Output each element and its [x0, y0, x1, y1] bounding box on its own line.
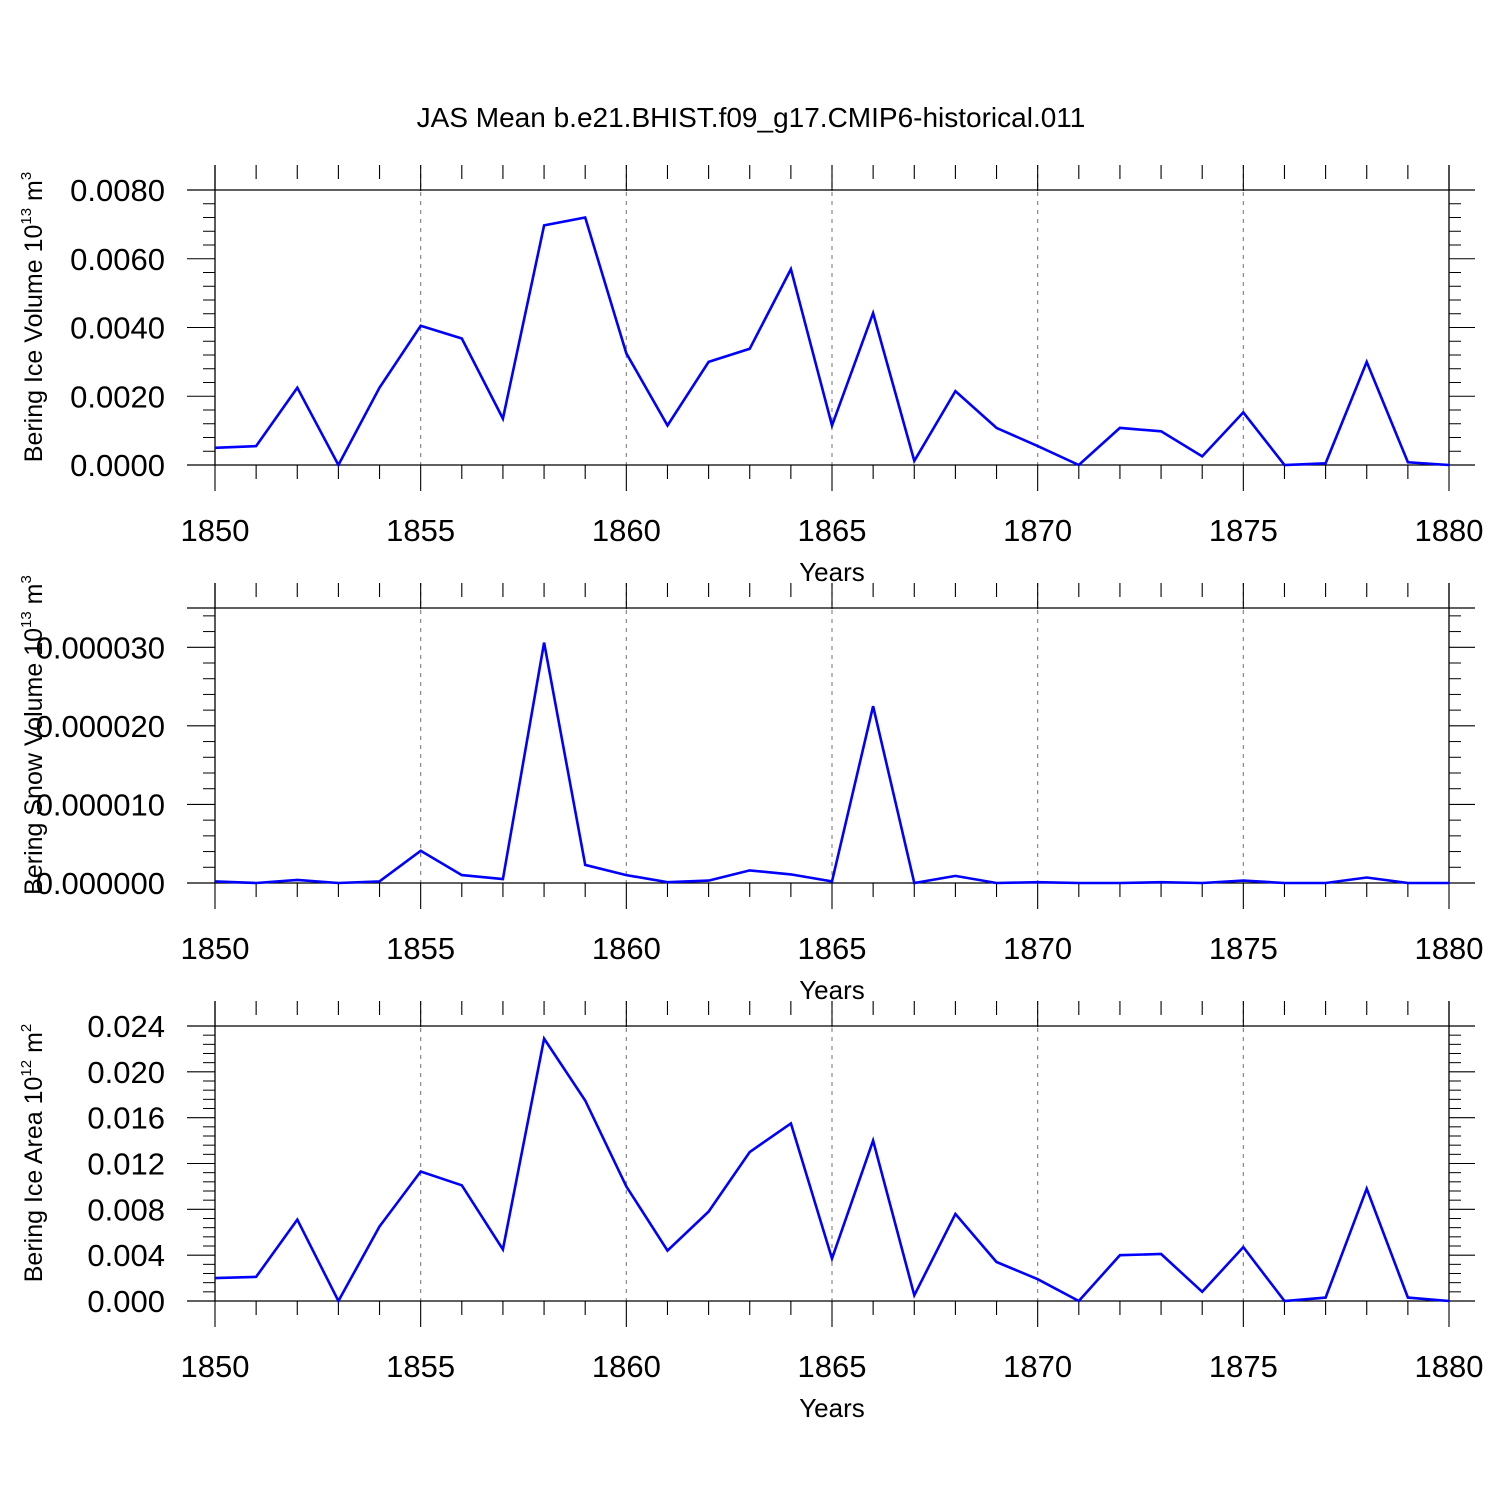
x-tick-label: 1870: [1003, 1349, 1072, 1384]
x-tick-label: 1865: [798, 1349, 867, 1384]
y-axis-label: Bering Ice Volume 1013 m3: [18, 172, 48, 462]
x-tick-label: 1875: [1209, 1349, 1278, 1384]
chart-panel-2: 0.000000 0.000010 0.000020 0.000030 1850 1855…: [18, 575, 1483, 1005]
x-tick-label: 1855: [386, 1349, 455, 1384]
y-tick-label: 0.0080: [70, 173, 165, 208]
x-axis-label: Years: [799, 975, 865, 1005]
x-tick-label: 1865: [798, 931, 867, 966]
chart-panel-1: 0.0000 0.0020 0.0040 0.0060 0.0080 1850 1855 18…: [18, 165, 1483, 587]
y-tick-label: 0.0000: [70, 448, 165, 483]
y-tick-label: 0.024: [87, 1009, 165, 1044]
y-tick-label: 0.004: [87, 1238, 165, 1273]
x-tick-label: 1855: [386, 931, 455, 966]
y-axis-label: Bering Snow Volume 1013 m3: [18, 575, 48, 895]
x-tick-label: 1880: [1415, 931, 1484, 966]
y-axis-label: Bering Ice Area 1012 m2: [18, 1024, 48, 1283]
series-line: [214, 216, 1450, 468]
y-tick-label: 0.0040: [70, 311, 165, 346]
x-tick-label: 1860: [592, 1349, 661, 1384]
y-tick-label: 0.0060: [70, 242, 165, 277]
x-tick-label: 1855: [386, 513, 455, 548]
x-axis-label: Years: [799, 1393, 865, 1423]
y-tick-label: 0.020: [87, 1055, 165, 1090]
y-tick-label: 0.0020: [70, 379, 165, 414]
chart-title: JAS Mean b.e21.BHIST.f09_g17.CMIP6-histo…: [417, 102, 1086, 133]
x-tick-label: 1875: [1209, 931, 1278, 966]
x-tick-label: 1865: [798, 513, 867, 548]
x-tick-label: 1870: [1003, 931, 1072, 966]
y-tick-label: 0.012: [87, 1147, 165, 1182]
series-line: [214, 1035, 1450, 1304]
y-tick-label: 0.000030: [36, 630, 165, 665]
x-tick-label: 1850: [181, 513, 250, 548]
x-tick-label: 1880: [1415, 513, 1484, 548]
x-tick-label: 1850: [181, 931, 250, 966]
x-axis-label: Years: [799, 557, 865, 587]
chart-panel-3: 0.000 0.004 0.008 0.012 0.016 0.020 0.024 1850 1…: [18, 1001, 1483, 1423]
y-tick-label: 0.000020: [36, 709, 165, 744]
x-tick-label: 1875: [1209, 513, 1278, 548]
y-tick-label: 0.008: [87, 1192, 165, 1227]
x-tick-label: 1870: [1003, 513, 1072, 548]
y-tick-label: 0.000000: [36, 866, 165, 901]
x-tick-label: 1860: [592, 513, 661, 548]
y-tick-label: 0.016: [87, 1101, 165, 1136]
y-tick-label: 0.000010: [36, 787, 165, 822]
series-line: [214, 642, 1449, 885]
x-tick-label: 1880: [1415, 1349, 1484, 1384]
x-tick-label: 1850: [181, 1349, 250, 1384]
x-tick-label: 1860: [592, 931, 661, 966]
y-tick-label: 0.000: [87, 1284, 165, 1319]
